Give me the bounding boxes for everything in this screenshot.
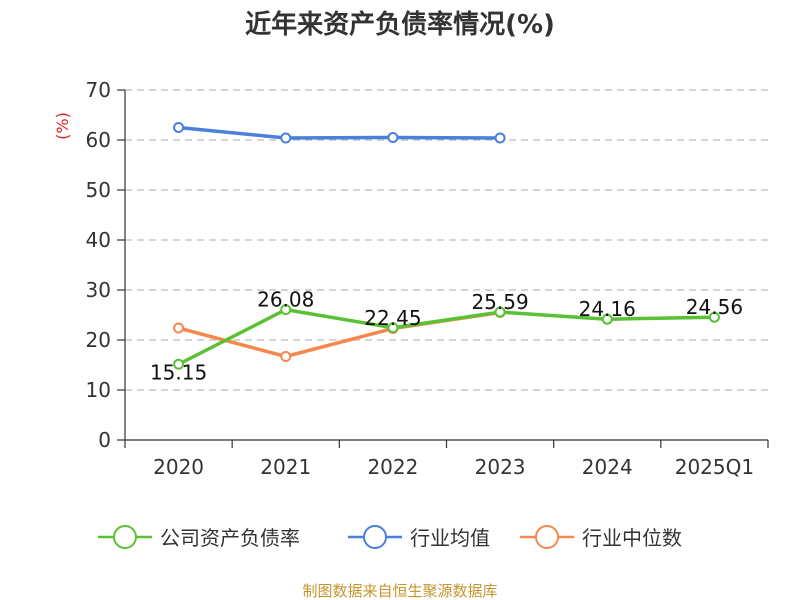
data-point: [601, 313, 613, 325]
legend-label: 行业中位数: [582, 526, 682, 550]
data-point: [173, 122, 185, 133]
y-tick-label: 50: [86, 178, 111, 202]
data-label: 24.56: [686, 295, 743, 319]
x-tick-label: 2022: [367, 455, 418, 479]
series-lines: [173, 122, 720, 370]
x-tick-label: 2024: [582, 455, 633, 479]
data-label: 22.45: [364, 306, 421, 330]
y-axis-unit-label: (%): [53, 112, 72, 140]
legend: 公司资产负债率 行业均值 行业中位数: [98, 525, 682, 550]
x-tick-label: 2021: [260, 455, 311, 479]
y-tick-label: 0: [98, 428, 111, 452]
data-point: [173, 322, 185, 334]
legend-label: 公司资产负债率: [160, 526, 300, 550]
legend-swatch-marker: [113, 525, 137, 549]
data-point: [387, 322, 399, 334]
series-line-1: [177, 307, 715, 366]
data-point: [280, 132, 292, 144]
x-tick-label: 2023: [475, 455, 526, 479]
legend-swatch-marker: [363, 525, 387, 549]
data-label: 26.08: [257, 288, 314, 312]
axes: 0 10 20 30 40 50 60 70 2020 2021 2022 2023 2024 2025Q…: [86, 78, 769, 479]
y-tick-label: 40: [86, 228, 111, 252]
data-point: [280, 351, 292, 362]
data-label: 15.15: [150, 360, 207, 384]
data-point: [173, 358, 185, 370]
y-tick-label: 20: [86, 328, 111, 352]
y-tick-label: 60: [86, 128, 111, 152]
data-label: 24.16: [579, 297, 636, 321]
data-labels: 15.15 26.08 22.45 25.59 24.16 24.56: [150, 288, 743, 385]
data-point: [280, 304, 292, 316]
y-tick-label: 10: [86, 378, 111, 402]
x-tick-label: 2025Q1: [675, 455, 754, 479]
grid-lines: [125, 89, 768, 391]
legend-swatch-marker: [535, 525, 559, 549]
data-label: 25.59: [471, 290, 528, 314]
data-point: [708, 311, 720, 323]
source-note: 制图数据来自恒生聚源数据库: [302, 582, 497, 600]
series-line-2: [178, 125, 501, 140]
chart-title: 近年来资产负债率情况(%): [245, 9, 555, 40]
data-point: [494, 306, 506, 318]
x-tick-label: 2020: [153, 455, 204, 479]
data-point: [387, 132, 399, 143]
y-tick-label: 30: [86, 278, 111, 302]
legend-label: 行业均值: [410, 526, 490, 550]
y-tick-label: 70: [86, 78, 111, 102]
data-point: [494, 132, 506, 144]
